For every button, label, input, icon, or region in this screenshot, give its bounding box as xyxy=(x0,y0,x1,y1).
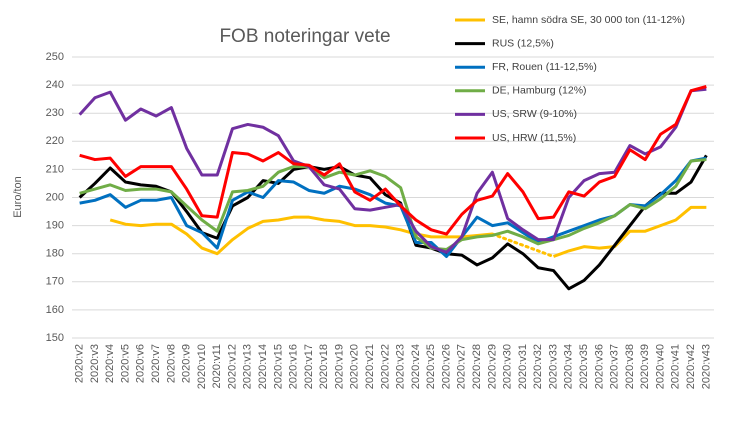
x-tick-label: 2020:v18 xyxy=(318,344,330,389)
x-tick-label: 2020:v10 xyxy=(196,344,208,389)
x-tick-label: 2020:v12 xyxy=(226,344,238,389)
chart-title: FOB noteringar vete xyxy=(219,26,390,47)
x-tick-label: 2020:v20 xyxy=(349,344,361,389)
x-tick-label: 2020:v37 xyxy=(609,344,621,389)
y-tick-label: 240 xyxy=(46,79,64,91)
x-tick-label: 2020:v8 xyxy=(165,344,177,383)
legend-label: US, HRW (11,5%) xyxy=(492,132,576,144)
x-tick-label: 2020:v13 xyxy=(242,344,254,389)
x-tick-label: 2020:v15 xyxy=(272,344,284,389)
x-tick-label: 2020:v4 xyxy=(104,344,116,383)
x-tick-label: 2020:v38 xyxy=(624,344,636,389)
x-tick-label: 2020:v22 xyxy=(379,344,391,389)
x-tick-label: 2020:v29 xyxy=(486,344,498,389)
x-tick-label: 2020:v23 xyxy=(395,344,407,389)
x-tick-label: 2020:v40 xyxy=(654,344,666,389)
x-tick-label: 2020:v42 xyxy=(685,344,697,389)
x-tick-label: 2020:v17 xyxy=(303,344,315,389)
x-tick-label: 2020:v32 xyxy=(532,344,544,389)
y-tick-label: 180 xyxy=(46,248,64,260)
y-tick-label: 170 xyxy=(46,276,64,288)
x-tick-label: 2020:v3 xyxy=(89,344,101,383)
y-axis-label: Euro/ton xyxy=(12,176,24,218)
x-tick-label: 2020:v7 xyxy=(150,344,162,383)
series-line xyxy=(78,87,707,254)
x-tick-label: 2020:v19 xyxy=(333,344,345,389)
y-tick-label: 150 xyxy=(46,332,64,344)
x-tick-label: 2020:v36 xyxy=(593,344,605,389)
x-tick-label: 2020:v6 xyxy=(135,344,147,383)
y-tick-label: 210 xyxy=(46,163,64,175)
x-tick-label: 2020:v33 xyxy=(547,344,559,389)
series-line xyxy=(552,205,707,258)
y-tick-label: 250 xyxy=(46,51,64,63)
x-tick-label: 2020:v5 xyxy=(119,344,131,383)
x-tick-label: 2020:v25 xyxy=(425,344,437,389)
x-tick-label: 2020:v14 xyxy=(257,344,269,389)
x-tick-label: 2020:v26 xyxy=(440,344,452,389)
x-tick-label: 2020:v43 xyxy=(700,344,712,389)
series-line xyxy=(79,85,707,236)
series-line xyxy=(109,215,493,256)
x-tick-label: 2020:v2 xyxy=(74,344,86,383)
x-tick-label: 2020:v35 xyxy=(578,344,590,389)
x-tick-label: 2020:v27 xyxy=(456,344,468,389)
x-tick-label: 2020:v31 xyxy=(517,344,529,389)
legend-label: RUS (12,5%) xyxy=(492,37,554,49)
x-tick-label: 2020:v24 xyxy=(410,344,422,389)
x-tick-label: 2020:v30 xyxy=(502,344,514,389)
x-tick-label: 2020:v34 xyxy=(563,344,575,389)
legend-label: SE, hamn södra SE, 30 000 ton (11-12%) xyxy=(492,14,685,26)
series-line xyxy=(78,154,708,291)
x-tick-label: 2020:v28 xyxy=(471,344,483,389)
x-tick-label: 2020:v39 xyxy=(639,344,651,389)
x-tick-label: 2020:v11 xyxy=(211,344,223,388)
y-tick-label: 200 xyxy=(46,191,64,203)
x-tick-label: 2020:v41 xyxy=(670,344,682,389)
y-tick-label: 220 xyxy=(46,135,64,147)
y-tick-label: 160 xyxy=(46,304,64,316)
x-tick-label: 2020:v21 xyxy=(364,344,376,389)
legend-label: US, SRW (9-10%) xyxy=(492,108,577,120)
x-tick-label: 2020:v16 xyxy=(288,344,300,389)
y-tick-label: 190 xyxy=(46,220,64,232)
gap-connector xyxy=(490,232,555,259)
series-line xyxy=(79,158,707,251)
legend-label: DE, Hamburg (12%) xyxy=(492,85,587,97)
x-tick-label: 2020:v9 xyxy=(181,344,193,383)
y-tick-label: 230 xyxy=(46,107,64,119)
legend-label: FR, Rouen (11-12,5%) xyxy=(492,61,597,73)
